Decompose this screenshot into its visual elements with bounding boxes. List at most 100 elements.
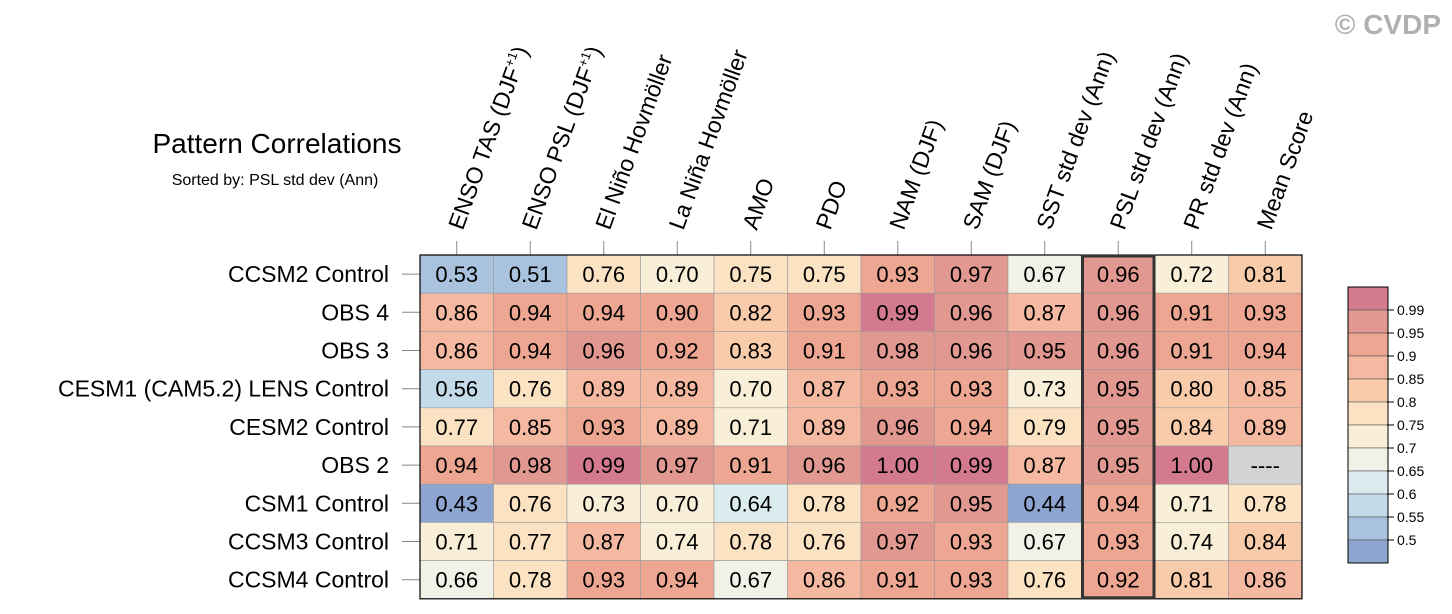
cell-value: 0.91	[1170, 300, 1213, 325]
column-label: NAM (DJF)	[884, 116, 948, 233]
colorbar-bin	[1347, 424, 1389, 449]
heatmap-cell	[566, 445, 641, 485]
cell-value: 0.91	[1170, 339, 1213, 364]
heatmap-cell	[1007, 560, 1082, 600]
cell-value: 0.93	[876, 377, 919, 402]
heatmap-cell	[493, 483, 568, 523]
heatmap-cell	[860, 560, 935, 600]
column-label: Mean Score	[1252, 107, 1319, 232]
cell-value: 0.93	[876, 262, 919, 287]
cell-value: 0.95	[1023, 339, 1066, 364]
heatmap-cell	[640, 445, 715, 485]
heatmap-cell	[787, 445, 862, 485]
cell-value: 0.95	[1097, 377, 1140, 402]
heatmap-cell	[419, 369, 494, 409]
cell-value: 0.70	[729, 377, 772, 402]
colorbar-bin	[1347, 286, 1389, 311]
heatmap-cell	[1007, 522, 1082, 561]
cell-value: 0.98	[509, 453, 552, 478]
colorbar-label: 0.85	[1397, 371, 1424, 387]
heatmap-cell	[713, 369, 788, 409]
chart-subtitle: Sorted by: PSL std dev (Ann)	[172, 172, 379, 189]
heatmap-cell	[860, 483, 935, 523]
colorbar-bin	[1347, 332, 1389, 357]
cell-value: 0.93	[1244, 300, 1287, 325]
colorbar-bin	[1347, 401, 1389, 426]
heatmap-cell	[787, 331, 862, 370]
heatmap-cell	[787, 522, 862, 561]
chart-title: Pattern Correlations	[152, 128, 401, 159]
cell-value: 0.92	[656, 339, 699, 364]
heatmap-cell	[1007, 483, 1082, 523]
column-label: El Niño Hovmöller	[590, 51, 677, 233]
heatmap-cell	[493, 331, 568, 370]
cell-value: 0.93	[1097, 530, 1140, 555]
cell-value: 0.76	[803, 530, 846, 555]
cell-value: 0.96	[950, 300, 993, 325]
cell-value: 0.79	[1023, 415, 1066, 440]
cell-value: 0.75	[803, 262, 846, 287]
heatmap-cell	[493, 407, 568, 447]
cell-value: 0.89	[656, 415, 699, 440]
cell-value: 0.43	[435, 491, 478, 516]
colorbar-bin	[1347, 516, 1389, 541]
column-label: SAM (DJF)	[958, 117, 1021, 233]
heatmap-cell	[787, 292, 862, 332]
cell-value: 0.96	[803, 453, 846, 478]
row-label: CESM1 (CAM5.2) LENS Control	[58, 376, 389, 402]
cell-value: 0.71	[1170, 491, 1213, 516]
cell-value: 0.72	[1170, 262, 1213, 287]
cell-value: 0.95	[1097, 415, 1140, 440]
column-label: SST std dev (Ann)	[1031, 48, 1120, 233]
row-label: CCSM2 Control	[228, 261, 389, 287]
heatmap-cell	[860, 407, 935, 447]
heatmap-cell	[713, 483, 788, 523]
cell-value: 0.94	[950, 415, 993, 440]
cell-value: 0.78	[729, 530, 772, 555]
heatmap-cell	[640, 483, 715, 523]
cell-value: 0.74	[656, 530, 699, 555]
colorbar-label: 0.65	[1397, 463, 1424, 479]
cell-value: 0.86	[435, 339, 478, 364]
colorbar-label: 0.5	[1397, 532, 1417, 548]
heatmap-cell	[860, 369, 935, 409]
cell-value: 0.73	[1023, 377, 1066, 402]
cell-value: 0.99	[876, 300, 919, 325]
heatmap-cell	[787, 369, 862, 409]
heatmap-cell	[1007, 254, 1082, 294]
cell-value: 0.87	[582, 530, 625, 555]
heatmap-cell	[640, 407, 715, 447]
heatmap-cells	[419, 254, 1303, 600]
cell-value: 0.92	[1097, 568, 1140, 593]
row-labels: CCSM2 Control OBS 4 OBS 3 CESM1 (CAM5.2) LE…	[58, 261, 389, 593]
cell-value: 0.73	[582, 491, 625, 516]
cell-value: 0.94	[435, 453, 478, 478]
column-labels: ENSO TAS (DJF+1)ENSO PSL (DJF+1)El Niño …	[443, 43, 1318, 233]
colorbar-bin	[1347, 493, 1389, 518]
cell-value: 0.70	[656, 491, 699, 516]
cell-value: 0.97	[876, 530, 919, 555]
heatmap-cell	[934, 331, 1009, 370]
cell-value: 0.89	[1244, 415, 1287, 440]
cell-value: 0.86	[1244, 568, 1287, 593]
heatmap-cell	[1081, 483, 1156, 523]
colorbar-bin	[1347, 355, 1389, 380]
heatmap-cell	[566, 560, 641, 600]
heatmap-cell	[1081, 369, 1156, 409]
column-label: ENSO TAS (DJF+1)	[443, 43, 533, 233]
column-label: La Niña Hovmöller	[664, 46, 753, 233]
cell-value: 0.78	[1244, 491, 1287, 516]
colorbar-label: 0.99	[1397, 302, 1424, 318]
column-label: PDO	[811, 177, 852, 233]
heatmap-cell	[640, 560, 715, 600]
heatmap-cell	[1007, 369, 1082, 409]
heatmap-cell	[493, 292, 568, 332]
heatmap-cell	[1154, 560, 1229, 600]
heatmap-cell	[1228, 254, 1303, 294]
cell-value: 0.94	[656, 568, 699, 593]
cell-value: ----	[1251, 453, 1280, 478]
cell-value: 0.80	[1170, 377, 1213, 402]
cell-value: 0.83	[729, 339, 772, 364]
heatmap-cell	[1228, 483, 1303, 523]
